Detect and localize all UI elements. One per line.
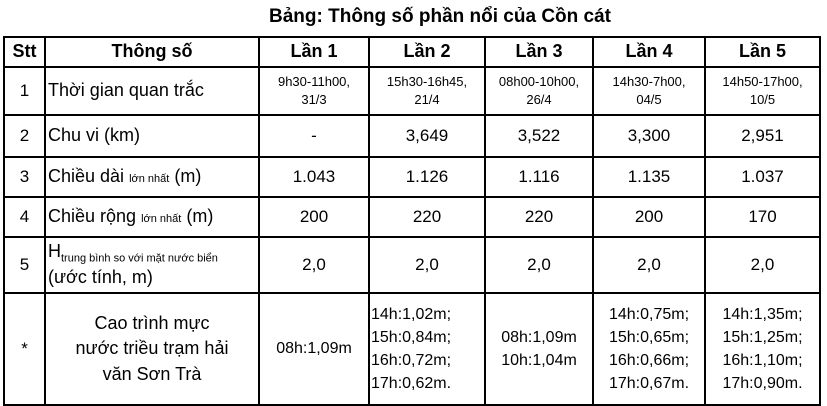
value-cell: 1.116 — [484, 156, 594, 198]
value-line: 15h:0,65m; — [608, 328, 690, 346]
stt-cell: 3 — [3, 156, 46, 198]
stt-cell: 2 — [3, 114, 46, 158]
value-line: 17h:0,62m. — [371, 375, 452, 393]
stt-cell: 5 — [3, 236, 46, 294]
parameter-subscript: lớn nhất — [141, 213, 182, 226]
table-row: 4 Chiều rộng lớn nhất (m) 200 220 220 20… — [3, 196, 821, 238]
value-cell: 14h30-7h00, 04/5 — [592, 66, 706, 116]
value-line: 08h:1,09m — [501, 328, 577, 346]
value-cell: 200 — [258, 196, 370, 238]
parameter-subscript: lớn nhất — [129, 173, 170, 186]
header-lan-4: Lần 4 — [592, 36, 706, 68]
value-line: 14h:1,35m; — [722, 305, 803, 323]
stt-cell: 1 — [3, 66, 46, 116]
value-cell: 15h30-16h45, 21/4 — [368, 66, 486, 116]
parameter-unit: (ước tính, m) — [48, 267, 153, 288]
value-line: 08h00-10h00, — [498, 73, 580, 89]
value-line: 16h:0,72m; — [371, 352, 452, 369]
parameter-cell: Htrung bình so với mặt nước biển (ước tí… — [44, 236, 260, 294]
value-line: 31/3 — [301, 92, 327, 107]
value-cell: 14h50-17h00, 10/5 — [704, 66, 821, 116]
table-row: 5 Htrung bình so với mặt nước biển (ước … — [3, 236, 821, 294]
value-cell: 08h:1,09m — [258, 292, 370, 406]
value-cell: 2,0 — [258, 236, 370, 294]
parameter-cell: Thời gian quan trắc — [44, 66, 260, 116]
value-line: 15h30-16h45, — [386, 73, 468, 89]
header-lan-1: Lần 1 — [258, 36, 370, 68]
value-line: 17h:0,90m. — [722, 375, 803, 393]
parameter-unit: (m) — [174, 166, 202, 187]
value-cell: 2,0 — [704, 236, 821, 294]
parameter-cell: Chiều rộng lớn nhất (m) — [44, 196, 260, 238]
table-title: Bảng: Thông số phần nổi của Cồn cát — [269, 6, 611, 27]
header-lan-5: Lần 5 — [704, 36, 821, 68]
value-cell: 2,0 — [592, 236, 706, 294]
value-cell: 2,0 — [368, 236, 486, 294]
parameter-cell: Cao trình mực nước triều trạm hải văn Sơ… — [44, 292, 260, 406]
value-cell: 3,300 — [592, 114, 706, 158]
value-cell: 14h:1,35m; 15h:1,25m; 16h:1,10m; 17h:0,90m. — [704, 292, 821, 406]
header-lan-2: Lần 2 — [368, 36, 486, 68]
value-line: 04/5 — [636, 92, 662, 107]
value-cell: 14h:0,75m; 15h:0,65m; 16h:0,66m; 17h:0,67m. — [592, 292, 706, 406]
parameter-unit: (m) — [186, 206, 214, 227]
header-row: Stt Thông số Lần 1 Lần 2 Lần 3 Lần 4 Lần… — [3, 36, 821, 68]
value-line: 10/5 — [749, 92, 776, 107]
table-row: 3 Chiều dài lớn nhất (m) 1.043 1.126 1.1… — [3, 156, 821, 198]
value-line: 26/4 — [526, 92, 552, 107]
value-line: 9h30-11h00, — [277, 73, 351, 89]
value-line: 15h:1,25m; — [722, 328, 803, 346]
value-line: 14h50-17h00, — [722, 73, 803, 89]
value-line: 16h:1,10m; — [722, 352, 803, 369]
value-cell: 08h00-10h00, 26/4 — [484, 66, 594, 116]
parameters-table: Stt Thông số Lần 1 Lần 2 Lần 3 Lần 4 Lần… — [3, 36, 821, 406]
value-cell: 1.043 — [258, 156, 370, 198]
value-line: 10h:1,04m — [501, 352, 577, 369]
parameter-label: Chiều rộng — [48, 206, 137, 227]
parameter-cell: Chiều dài lớn nhất (m) — [44, 156, 260, 198]
stt-cell: 4 — [3, 196, 46, 238]
value-line: 14h:1,02m; — [371, 305, 452, 323]
header-lan-3: Lần 3 — [484, 36, 594, 68]
value-cell: 200 — [592, 196, 706, 238]
value-line: 21/4 — [414, 92, 440, 107]
table-row: 1 Thời gian quan trắc 9h30-11h00, 31/3 15… — [3, 66, 821, 116]
header-parameter: Thông số — [44, 36, 260, 68]
stt-cell: * — [3, 292, 46, 406]
parameter-label: H — [48, 241, 61, 262]
value-line: 14h:0,75m; — [608, 305, 690, 323]
parameter-cell: Chu vi (km) — [44, 114, 260, 158]
value-cell: 3,522 — [484, 114, 594, 158]
value-line: 15h:0,84m; — [371, 328, 452, 346]
value-line: 14h30-7h00, — [612, 73, 686, 89]
value-line: 16h:0,66m; — [608, 352, 690, 369]
value-cell: 1.135 — [592, 156, 706, 198]
header-stt: Stt — [3, 36, 46, 68]
parameter-subscript: trung bình so với mặt nước biển — [61, 252, 218, 265]
value-cell: 08h:1,09m 10h:1,04m — [484, 292, 594, 406]
value-cell: 220 — [368, 196, 486, 238]
value-cell: 170 — [704, 196, 821, 238]
table-row: 2 Chu vi (km) - 3,649 3,522 3,300 2,951 — [3, 114, 821, 158]
value-cell: - — [258, 114, 370, 158]
value-cell: 2,0 — [484, 236, 594, 294]
value-cell: 2,951 — [704, 114, 821, 158]
value-line: 08h:1,09m — [276, 340, 352, 358]
value-cell: 220 — [484, 196, 594, 238]
value-cell: 1.126 — [368, 156, 486, 198]
value-cell: 3,649 — [368, 114, 486, 158]
table-row: * Cao trình mực nước triều trạm hải văn … — [3, 292, 821, 406]
value-cell: 1.037 — [704, 156, 821, 198]
parameter-label: Chiều dài — [48, 166, 125, 187]
value-cell: 9h30-11h00, 31/3 — [258, 66, 370, 116]
value-line: 17h:0,67m. — [608, 375, 690, 393]
value-cell: 14h:1,02m; 15h:0,84m; 16h:0,72m; 17h:0,62m. — [368, 292, 486, 406]
